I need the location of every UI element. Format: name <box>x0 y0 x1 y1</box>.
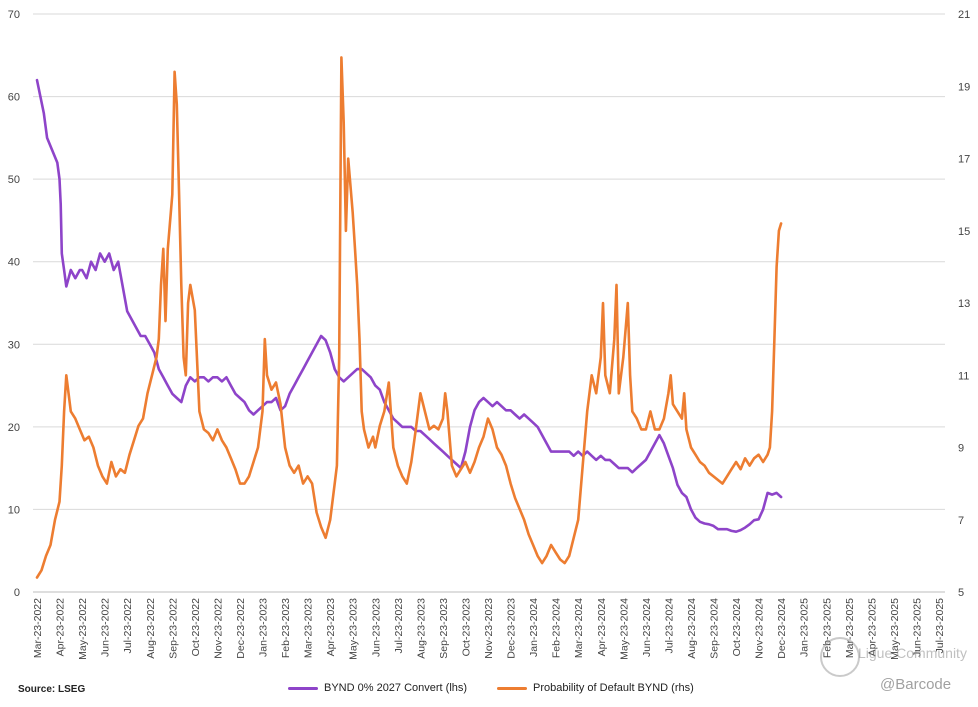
x-tick-label: May-23-2022 <box>77 598 89 660</box>
x-tick-label: Oct-23-2023 <box>460 598 472 657</box>
source-label: Source: LSEG <box>18 684 86 695</box>
series-line-probability-default <box>35 56 783 579</box>
y-right-tick-label: 11 <box>958 370 969 382</box>
x-tick-label: Jul-23-2023 <box>393 598 405 654</box>
y-left-tick-label: 20 <box>8 422 20 434</box>
x-tick-label: Jul-23-2024 <box>663 598 675 654</box>
x-tick-label: Dec-23-2023 <box>506 598 518 659</box>
x-tick-label: Apr-23-2025 <box>866 598 878 657</box>
x-tick-label: Jan-23-2023 <box>258 598 270 657</box>
x-tick-label: Jun-23-2025 <box>911 598 923 657</box>
series-lines <box>35 56 783 579</box>
gridlines <box>33 13 945 593</box>
x-tick-label: Mar-23-2022 <box>32 598 44 658</box>
y-left-tick-label: 30 <box>8 339 20 351</box>
legend-swatch-purple <box>288 686 318 690</box>
y-right-tick-label: 19 <box>958 81 970 93</box>
y-right-tick-label: 13 <box>958 298 970 310</box>
legend-item-probability-default: Probability of Default BYND (rhs) <box>497 682 694 694</box>
x-tick-label: May-23-2024 <box>618 598 630 660</box>
x-tick-label: Jan-23-2024 <box>528 598 540 657</box>
watermark-logo-icon <box>820 637 860 677</box>
x-tick-label: Apr-23-2023 <box>325 598 337 657</box>
legend-swatch-orange <box>497 686 527 690</box>
x-tick-label: Sep-23-2024 <box>709 598 721 659</box>
x-tick-label: Oct-23-2024 <box>731 598 743 657</box>
x-tick-label: Nov-23-2024 <box>754 598 766 659</box>
y-left-tick-label: 40 <box>8 257 20 269</box>
x-tick-label: Aug-23-2022 <box>145 598 157 659</box>
x-axis-tick-labels: Mar-23-2022 Apr-23-2022 May-23-2022 Jun-23-… <box>32 598 946 660</box>
y-right-tick-label: 7 <box>958 515 964 527</box>
y-right-tick-label: 17 <box>958 154 970 166</box>
x-tick-label: Nov-23-2022 <box>212 598 224 659</box>
x-tick-label: Feb-23-2024 <box>551 598 563 658</box>
x-tick-label: Jun-23-2023 <box>370 598 382 657</box>
x-tick-label: May-23-2023 <box>348 598 360 660</box>
series-line-bynd-convert <box>35 78 783 533</box>
y-right-tick-label: 21 <box>958 9 970 21</box>
legend-item-bynd-convert: BYND 0% 2027 Convert (lhs) <box>288 682 467 694</box>
y-right-tick-label: 15 <box>958 226 970 238</box>
x-tick-label: Apr-23-2022 <box>55 598 67 657</box>
legend-label-bynd-convert: BYND 0% 2027 Convert (lhs) <box>324 682 468 694</box>
x-tick-label: Feb-23-2023 <box>280 598 292 658</box>
x-tick-label: Jun-23-2022 <box>100 598 112 657</box>
x-tick-label: Jan-23-2025 <box>799 598 811 657</box>
y-right-tick-label: 9 <box>958 443 964 455</box>
x-tick-label: Mar-23-2024 <box>573 598 585 658</box>
x-tick-label: Dec-23-2022 <box>235 598 247 659</box>
watermark-handle: @Barcode <box>880 676 952 693</box>
x-tick-label: Jul-23-2025 <box>934 598 946 654</box>
left-axis-tick-labels: 0 10 20 30 40 50 60 70 <box>8 9 20 599</box>
x-tick-label: Jul-23-2022 <box>122 598 134 654</box>
x-tick-label: Apr-23-2024 <box>596 598 608 657</box>
x-tick-label: Sep-23-2023 <box>438 598 450 659</box>
x-tick-label: Oct-23-2022 <box>190 598 202 657</box>
y-right-tick-label: 5 <box>958 587 964 599</box>
y-left-tick-label: 0 <box>14 587 20 599</box>
right-axis-tick-labels: 5 7 9 11 13 15 17 19 21 <box>958 9 970 599</box>
legend-label-probability-default: Probability of Default BYND (rhs) <box>533 682 694 694</box>
watermark-community: Ligue Community <box>858 645 967 661</box>
x-tick-label: Aug-23-2024 <box>686 598 698 659</box>
x-tick-label: Jun-23-2024 <box>641 598 653 657</box>
y-left-tick-label: 10 <box>8 504 20 516</box>
y-left-tick-label: 70 <box>8 9 20 21</box>
x-tick-label: Nov-23-2023 <box>483 598 495 659</box>
y-left-tick-label: 50 <box>8 174 20 186</box>
y-left-tick-label: 60 <box>8 92 20 104</box>
x-tick-label: Sep-23-2022 <box>167 598 179 659</box>
x-tick-label: Dec-23-2024 <box>776 598 788 659</box>
x-tick-label: May-23-2025 <box>889 598 901 660</box>
x-tick-label: Mar-23-2023 <box>303 598 315 658</box>
x-tick-label: Aug-23-2023 <box>415 598 427 659</box>
